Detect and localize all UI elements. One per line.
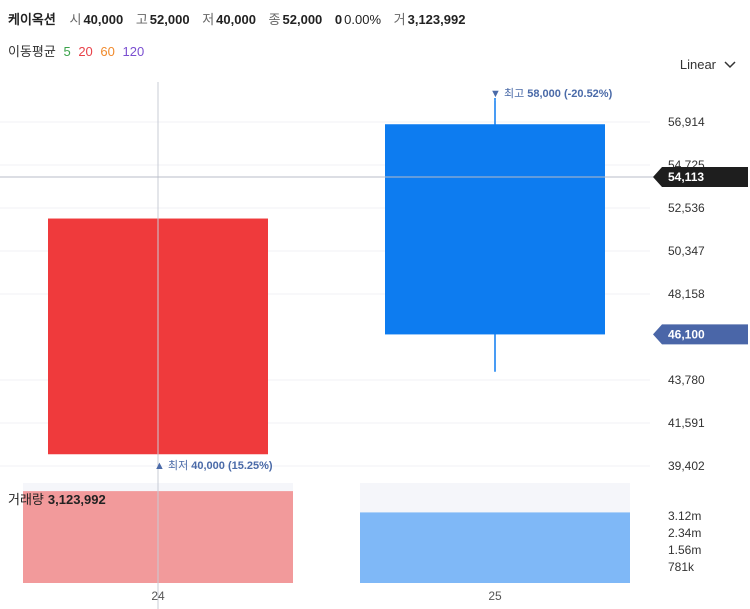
price-tick-label: 50,347 [668, 244, 705, 258]
volume-panel-value: 3,123,992 [47, 492, 106, 507]
volume-tick-label: 781k [668, 560, 695, 574]
x-axis-label: 24 [151, 589, 165, 603]
crosshair-price-tag-bg [653, 167, 748, 188]
crosshair-price-tag: 54,113 [668, 170, 704, 184]
change-value: 0 [334, 12, 343, 27]
quote-header: 케이옥션 시 40,000 고 52,000 저 40,000 종 52,000 0 0.… [8, 9, 474, 28]
open-value: 40,000 [83, 12, 124, 27]
low-label: 저 [202, 12, 215, 27]
volume-panel-title: 거래량 [8, 492, 44, 507]
volume-value: 3,123,992 [407, 12, 466, 27]
last-price-tag-bg [653, 324, 748, 345]
volume-tick-label: 3.12m [668, 509, 701, 523]
price-tick-label: 43,780 [668, 373, 705, 387]
low-value: 40,000 [216, 12, 256, 27]
moving-average-legend[interactable]: 이동평균 5 20 60 120 [8, 41, 148, 60]
volume-panel-label: 거래량 3,123,992 [8, 489, 106, 508]
close-value: 52,000 [282, 12, 323, 27]
chevron-down-icon [724, 60, 736, 68]
high-value: 52,000 [149, 12, 190, 27]
low-annotation: ▲ 최저 40,000 (15.25%) [154, 459, 273, 472]
volume-label: 거 [393, 12, 406, 27]
ma-period-120[interactable]: 120 [122, 44, 145, 59]
volume-bar[interactable] [360, 512, 630, 583]
price-tick-label: 52,536 [668, 201, 705, 215]
scale-mode-label: Linear [679, 57, 716, 72]
stock-name: 케이옥션 [8, 12, 56, 27]
volume-tick-label: 1.56m [668, 543, 701, 557]
ma-period-20[interactable]: 20 [78, 44, 93, 59]
ma-period-60[interactable]: 60 [100, 44, 115, 59]
high-annotation: ▼ 최고 58,000 (-20.52%) [490, 87, 613, 100]
volume-tick-label: 2.34m [668, 526, 701, 540]
high-label: 고 [135, 12, 148, 27]
price-tick-label: 56,914 [668, 115, 705, 129]
ma-period-5[interactable]: 5 [63, 44, 71, 59]
last-price-tag: 46,100 [668, 327, 705, 341]
price-tick-label: 39,402 [668, 459, 705, 473]
moving-average-label: 이동평균 [8, 44, 56, 59]
close-label: 종 [268, 12, 281, 27]
price-tick-label: 41,591 [668, 416, 705, 430]
candle-body[interactable] [385, 124, 605, 335]
change-percent: 0.00% [344, 12, 382, 27]
x-axis-label: 25 [488, 589, 502, 603]
open-label: 시 [69, 12, 82, 27]
price-tick-label: 48,158 [668, 287, 705, 301]
scale-mode-dropdown[interactable]: Linear [680, 57, 736, 72]
